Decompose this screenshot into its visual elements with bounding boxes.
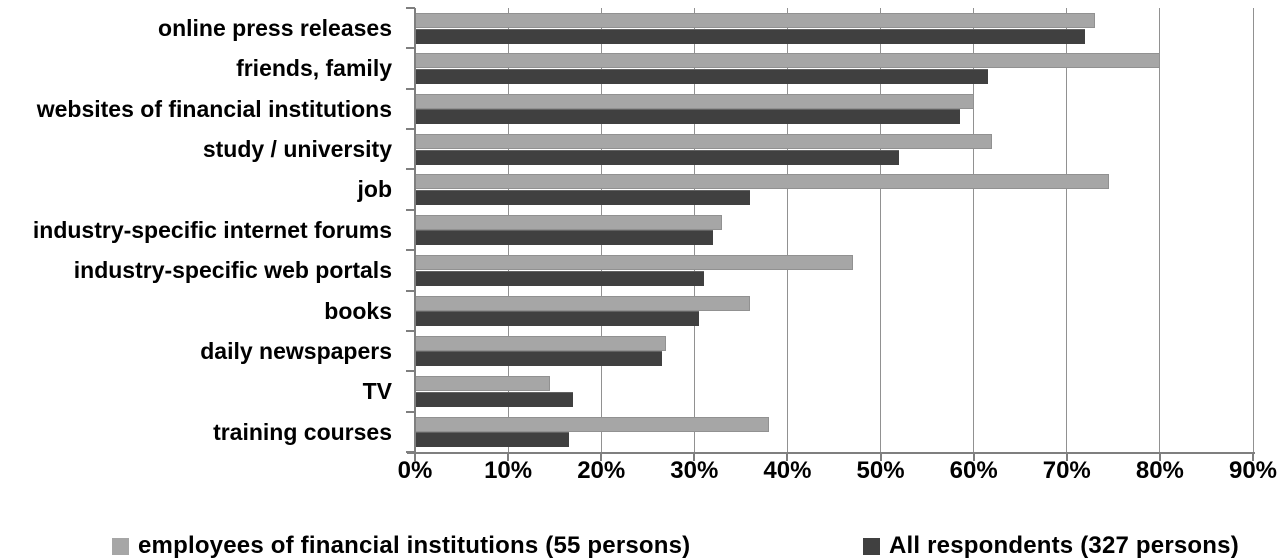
- x-tick-label: 0%: [397, 457, 433, 484]
- gridline: [1066, 8, 1068, 452]
- category-label: study / university: [202, 136, 392, 163]
- gridline: [973, 8, 975, 452]
- x-tick-label: 90%: [1228, 457, 1278, 484]
- bar-series0-cat5: [415, 214, 723, 230]
- legend-swatch-employees: [112, 537, 129, 555]
- x-tick-label: 20%: [577, 457, 626, 484]
- bar-series1-cat7: [415, 311, 699, 327]
- category-label: websites of financial institutions: [36, 95, 392, 122]
- category-tick: [406, 87, 415, 90]
- bar-series0-cat10: [415, 416, 769, 432]
- bar-series1-cat3: [415, 149, 900, 165]
- category-axis-labels: online press releases friends, family webs…: [0, 8, 392, 452]
- bar-series0-cat3: [415, 134, 993, 150]
- category-tick: [406, 128, 415, 131]
- category-label: training courses: [213, 418, 392, 445]
- legend-item-all-respondents: All respondents (327 persons): [863, 532, 1239, 559]
- bar-series0-cat4: [415, 174, 1109, 190]
- category-label: TV: [362, 378, 392, 405]
- legend: employees of financial institutions (55 …: [0, 532, 1280, 560]
- category-label: daily newspapers: [200, 337, 392, 364]
- value-tick: [1065, 452, 1068, 461]
- bar-series1-cat10: [415, 432, 569, 448]
- bar-series0-cat2: [415, 93, 974, 109]
- bar-series0-cat1: [415, 53, 1160, 69]
- x-tick-label: 70%: [1042, 457, 1091, 484]
- x-tick-label: 80%: [1135, 457, 1184, 484]
- category-tick: [406, 370, 415, 373]
- category-label: online press releases: [158, 15, 392, 41]
- value-tick: [693, 452, 696, 461]
- bar-series1-cat6: [415, 270, 704, 286]
- category-label: industry-specific web portals: [73, 257, 392, 284]
- bar-series1-cat9: [415, 391, 574, 407]
- category-label: books: [324, 297, 392, 324]
- category-tick: [406, 47, 415, 50]
- category-tick: [406, 249, 415, 252]
- x-tick-label: 10%: [484, 457, 533, 484]
- value-axis-line: [407, 452, 1255, 454]
- bar-series1-cat5: [415, 230, 713, 246]
- category-tick: [406, 289, 415, 292]
- gridline: [600, 8, 602, 452]
- value-tick: [600, 452, 603, 461]
- gridline: [880, 8, 882, 452]
- value-tick: [1252, 452, 1254, 461]
- bar-series1-cat0: [415, 28, 1086, 44]
- category-tick: [406, 168, 415, 171]
- x-tick-label: 60%: [949, 457, 998, 484]
- x-tick-label: 40%: [763, 457, 812, 484]
- plot-area: [406, 7, 1255, 461]
- category-label: job: [357, 176, 393, 203]
- value-tick: [414, 452, 416, 461]
- category-label: friends, family: [236, 55, 392, 82]
- bar-series1-cat8: [415, 351, 662, 367]
- value-tick: [1158, 452, 1161, 461]
- value-tick: [972, 452, 975, 461]
- category-tick: [406, 7, 415, 9]
- bar-series1-cat2: [415, 109, 960, 125]
- x-tick-label: 50%: [856, 457, 905, 484]
- bar-series1-cat4: [415, 189, 751, 205]
- category-label: industry-specific internet forums: [32, 216, 392, 243]
- bar-series0-cat6: [415, 255, 853, 271]
- bar-series1-cat1: [415, 68, 988, 84]
- gridline: [1252, 8, 1254, 452]
- category-tick: [406, 329, 415, 332]
- legend-swatch-all-respondents: [863, 537, 880, 555]
- category-axis-line: [414, 8, 416, 452]
- bar-series0-cat7: [415, 295, 751, 311]
- value-tick: [786, 452, 789, 461]
- gridline: [507, 8, 509, 452]
- category-tick: [406, 451, 415, 453]
- bar-series0-cat9: [415, 376, 550, 392]
- bar-series0-cat8: [415, 335, 667, 351]
- x-axis-labels: 0% 10% 20% 30% 40% 50% 60% 70% 80% 90%: [398, 457, 1280, 487]
- bar-series0-cat0: [415, 13, 1095, 28]
- value-tick: [879, 452, 882, 461]
- category-tick: [406, 410, 415, 413]
- gridline: [693, 8, 695, 452]
- gridline: [786, 8, 788, 452]
- gridline: [1159, 8, 1161, 452]
- legend-item-employees: employees of financial institutions (55 …: [112, 532, 691, 559]
- legend-label: employees of financial institutions (55 …: [138, 532, 691, 559]
- legend-label: All respondents (327 persons): [889, 532, 1239, 559]
- value-tick: [507, 452, 510, 461]
- x-tick-label: 30%: [670, 457, 719, 484]
- category-tick: [406, 208, 415, 211]
